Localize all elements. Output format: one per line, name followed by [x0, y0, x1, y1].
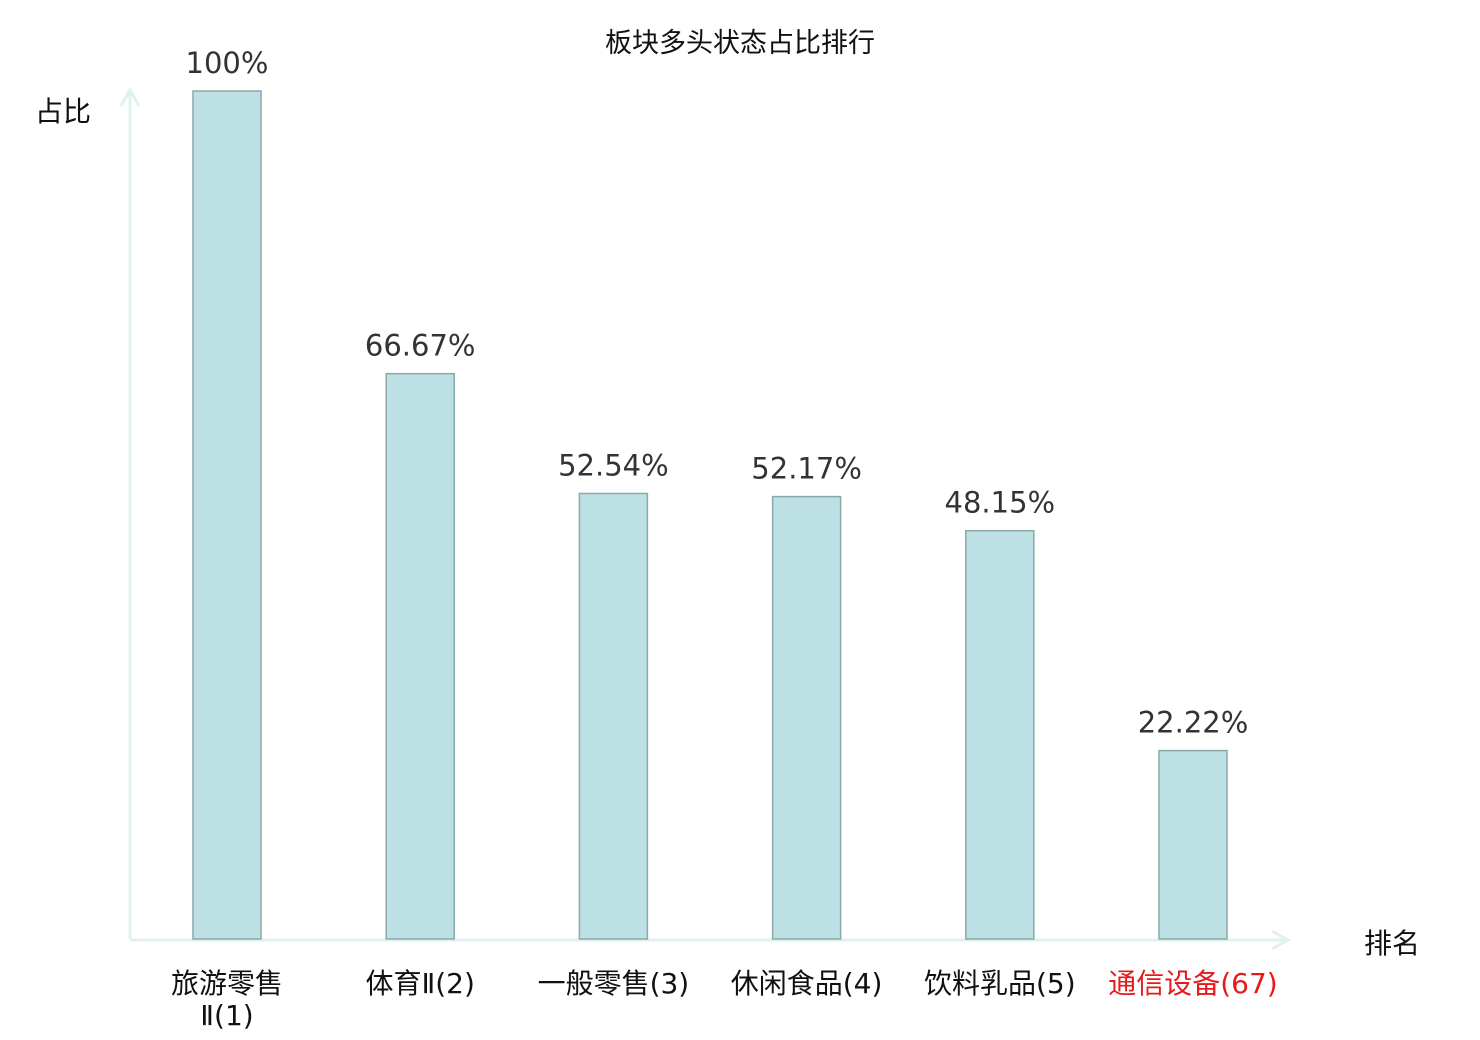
x-tick-label: 体育Ⅱ(2)	[365, 967, 474, 1000]
bar	[965, 529, 1035, 940]
y-axis-arrow-icon	[119, 86, 141, 107]
data-label: 100%	[186, 46, 269, 80]
x-tick-label: 休闲食品(4)	[731, 967, 883, 1000]
x-axis-label: 排名	[1364, 927, 1420, 960]
data-label: 52.17%	[751, 452, 862, 486]
bar	[578, 492, 649, 940]
x-tick-label: 饮料乳品(5)	[924, 967, 1076, 1000]
x-tick-label: 通信设备(67)	[1108, 967, 1277, 1000]
y-axis-label: 占比	[35, 95, 91, 128]
bar	[385, 372, 455, 940]
x-tick-label: 一般零售(3)	[538, 967, 690, 1000]
chart-title: 板块多头状态占比排行	[605, 28, 875, 59]
x-tick-label: Ⅱ(1)	[200, 999, 253, 1032]
data-label: 66.67%	[365, 329, 476, 363]
x-axis-arrow-icon	[1271, 929, 1292, 951]
bar	[1158, 749, 1228, 940]
data-label: 48.15%	[945, 486, 1056, 520]
data-label: 52.54%	[558, 448, 669, 482]
bar	[192, 90, 262, 940]
bar	[771, 495, 842, 940]
data-label: 22.22%	[1138, 706, 1249, 740]
x-tick-label: 旅游零售	[171, 967, 283, 1000]
